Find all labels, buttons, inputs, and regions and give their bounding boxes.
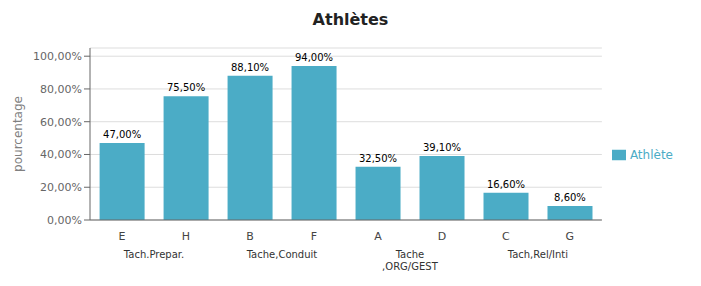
svg-text:E: E: [119, 230, 126, 243]
svg-text:20,00%: 20,00%: [40, 181, 82, 194]
svg-text:0,00%: 0,00%: [47, 214, 82, 227]
svg-text:D: D: [438, 230, 446, 243]
svg-text:G: G: [566, 230, 575, 243]
svg-text:B: B: [246, 230, 254, 243]
svg-text:40,00%: 40,00%: [40, 148, 82, 161]
svg-text:60,00%: 60,00%: [40, 116, 82, 129]
svg-text:39,10%: 39,10%: [423, 142, 461, 153]
svg-text:32,50%: 32,50%: [359, 153, 397, 164]
html-text:Athlètes: Athlètes: [312, 10, 389, 29]
svg-text:88,10%: 88,10%: [231, 62, 269, 73]
svg-text:Tach,Rel/Inti: Tach,Rel/Inti: [507, 249, 568, 260]
svg-text:A: A: [374, 230, 382, 243]
svg-text:94,00%: 94,00%: [295, 52, 333, 63]
svg-text:16,60%: 16,60%: [487, 179, 525, 190]
svg-text:pourcentage: pourcentage: [11, 96, 25, 172]
svg-text:8,60%: 8,60%: [554, 192, 586, 203]
svg-text:47,00%: 47,00%: [103, 129, 141, 140]
svg-text:Tache,ORG/GEST: Tache,ORG/GEST: [382, 249, 439, 272]
svg-text:100,00%: 100,00%: [33, 50, 82, 63]
svg-text:H: H: [182, 230, 190, 243]
svg-text:75,50%: 75,50%: [167, 82, 205, 93]
svg-text:Tache,Conduit: Tache,Conduit: [246, 249, 318, 260]
svg-text:Tach.Prepar.: Tach.Prepar.: [123, 249, 184, 260]
svg-text:C: C: [502, 230, 510, 243]
html-text:Athlète: Athlète: [629, 147, 673, 162]
svg-text:F: F: [311, 230, 317, 243]
svg-text:80,00%: 80,00%: [40, 83, 82, 96]
